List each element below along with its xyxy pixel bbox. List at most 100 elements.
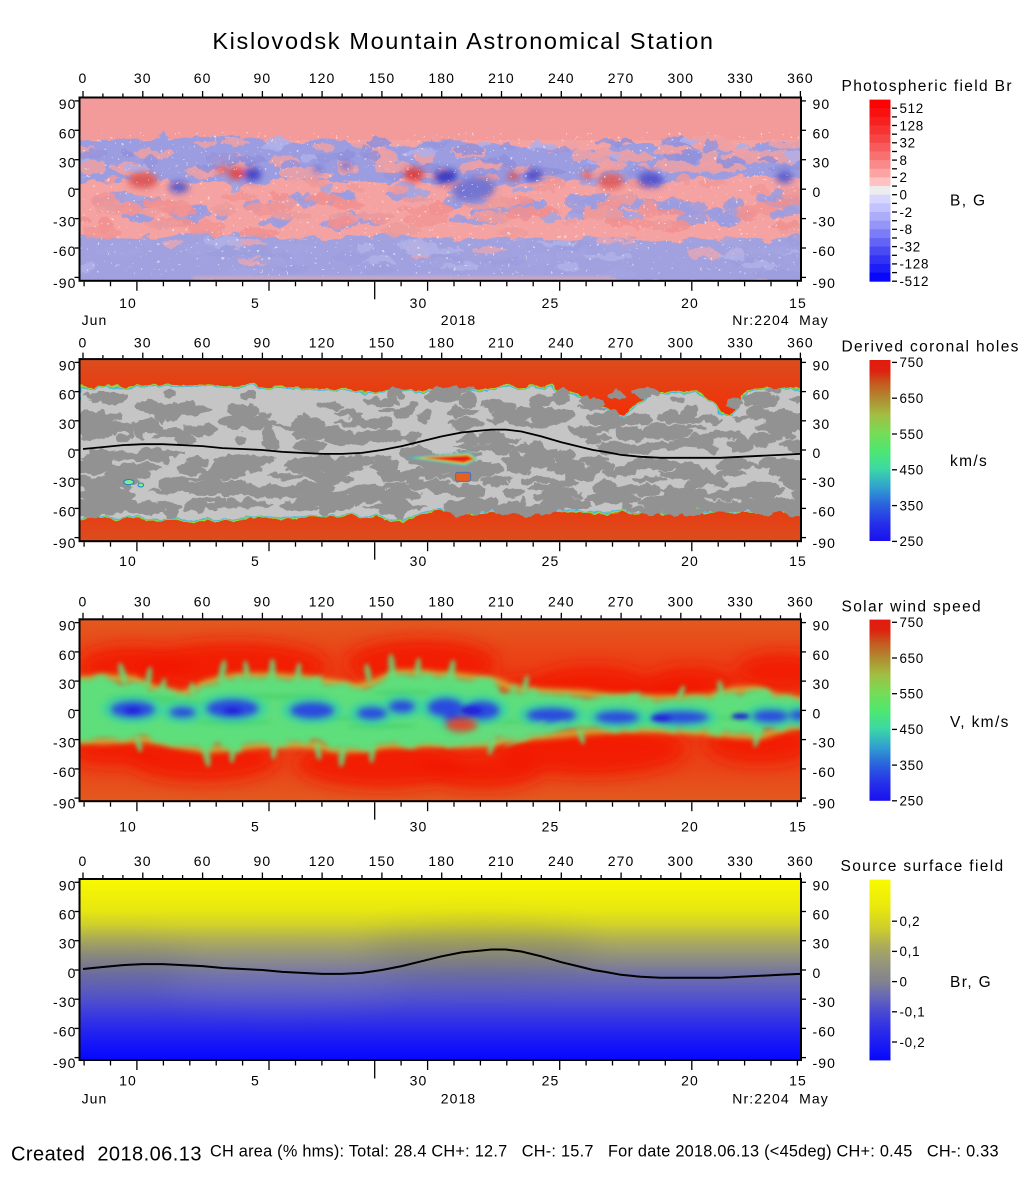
svg-text:0: 0 [68, 184, 77, 200]
svg-text:-60: -60 [53, 764, 77, 780]
svg-text:650: 650 [900, 651, 924, 666]
svg-text:Jun: Jun [82, 312, 108, 328]
svg-text:-60: -60 [813, 243, 837, 259]
svg-text:Kislovodsk Mountain Astronomic: Kislovodsk Mountain Astronomical Station [212, 28, 714, 54]
svg-text:30: 30 [410, 1073, 428, 1089]
svg-text:450: 450 [900, 722, 924, 737]
svg-text:5: 5 [251, 553, 260, 569]
svg-text:330: 330 [727, 70, 754, 86]
svg-text:0: 0 [68, 965, 77, 981]
svg-text:90: 90 [254, 70, 272, 86]
svg-text:120: 120 [309, 853, 336, 869]
svg-text:May: May [799, 1091, 829, 1107]
svg-text:750: 750 [900, 355, 924, 370]
svg-text:15: 15 [789, 819, 807, 835]
svg-text:25: 25 [542, 1073, 560, 1089]
svg-text:350: 350 [900, 758, 924, 773]
svg-text:-30: -30 [813, 214, 837, 230]
svg-text:25: 25 [542, 553, 560, 569]
svg-text:330: 330 [727, 594, 754, 610]
svg-text:Source surface field: Source surface field [841, 858, 1005, 875]
svg-text:300: 300 [667, 70, 694, 86]
svg-text:-60: -60 [813, 764, 837, 780]
svg-text:90: 90 [59, 618, 77, 634]
svg-text:-512: -512 [900, 274, 930, 289]
svg-text:15: 15 [789, 553, 807, 569]
svg-text:5: 5 [251, 1073, 260, 1089]
svg-text:150: 150 [369, 594, 396, 610]
svg-text:0,2: 0,2 [900, 914, 921, 929]
svg-text:10: 10 [119, 1073, 137, 1089]
svg-text:30: 30 [59, 936, 77, 952]
svg-text:90: 90 [59, 357, 77, 373]
svg-text:90: 90 [254, 594, 272, 610]
svg-text:30: 30 [134, 335, 152, 351]
svg-text:270: 270 [608, 594, 635, 610]
svg-text:180: 180 [428, 335, 455, 351]
svg-text:15: 15 [789, 1073, 807, 1089]
svg-text:20: 20 [681, 1073, 699, 1089]
svg-text:150: 150 [369, 853, 396, 869]
svg-text:60: 60 [194, 853, 212, 869]
svg-text:CH area (% hms): Total: 28.4 C: CH area (% hms): Total: 28.4 CH+: 12.7 C… [210, 1142, 999, 1160]
svg-text:-30: -30 [53, 735, 77, 751]
svg-text:-30: -30 [813, 994, 837, 1010]
svg-text:Photospheric field Br: Photospheric field Br [842, 78, 1013, 95]
svg-text:-32: -32 [900, 239, 921, 254]
svg-text:-30: -30 [813, 735, 837, 751]
svg-text:180: 180 [428, 853, 455, 869]
svg-text:60: 60 [59, 647, 77, 663]
svg-text:8: 8 [900, 153, 908, 168]
svg-text:60: 60 [813, 907, 831, 923]
svg-text:0: 0 [813, 184, 822, 200]
svg-text:0: 0 [79, 70, 88, 86]
svg-text:0: 0 [813, 705, 822, 721]
svg-text:120: 120 [309, 70, 336, 86]
svg-text:-90: -90 [53, 275, 77, 291]
svg-text:30: 30 [813, 155, 831, 171]
svg-text:Br, G: Br, G [950, 974, 992, 991]
svg-text:25: 25 [542, 295, 560, 311]
svg-text:150: 150 [369, 70, 396, 86]
svg-text:300: 300 [667, 335, 694, 351]
svg-text:0: 0 [813, 445, 822, 461]
svg-text:May: May [799, 312, 829, 328]
svg-text:-60: -60 [53, 243, 77, 259]
svg-text:20: 20 [681, 819, 699, 835]
svg-text:360: 360 [787, 335, 814, 351]
svg-text:30: 30 [813, 676, 831, 692]
svg-text:-90: -90 [53, 796, 77, 812]
svg-text:210: 210 [488, 853, 515, 869]
svg-text:10: 10 [119, 819, 137, 835]
svg-text:270: 270 [608, 70, 635, 86]
svg-text:-60: -60 [53, 503, 77, 519]
svg-text:360: 360 [787, 594, 814, 610]
svg-text:-8: -8 [900, 222, 913, 237]
svg-text:-60: -60 [813, 1023, 837, 1039]
svg-text:240: 240 [548, 70, 575, 86]
svg-text:10: 10 [119, 553, 137, 569]
svg-text:30: 30 [813, 936, 831, 952]
svg-text:-30: -30 [53, 474, 77, 490]
svg-text:240: 240 [548, 594, 575, 610]
svg-text:240: 240 [548, 853, 575, 869]
svg-text:5: 5 [251, 295, 260, 311]
svg-text:120: 120 [309, 594, 336, 610]
svg-text:360: 360 [787, 70, 814, 86]
svg-text:180: 180 [428, 594, 455, 610]
svg-text:Nr:2204: Nr:2204 [732, 312, 790, 328]
svg-text:-30: -30 [53, 214, 77, 230]
svg-text:0: 0 [79, 335, 88, 351]
svg-text:210: 210 [488, 594, 515, 610]
svg-text:-90: -90 [813, 1055, 837, 1071]
svg-text:180: 180 [428, 70, 455, 86]
svg-text:330: 330 [727, 853, 754, 869]
svg-text:60: 60 [813, 125, 831, 141]
svg-text:0: 0 [813, 965, 822, 981]
svg-text:0: 0 [79, 594, 88, 610]
svg-text:B, G: B, G [950, 192, 986, 209]
svg-text:-60: -60 [813, 503, 837, 519]
svg-text:550: 550 [900, 427, 924, 442]
svg-text:120: 120 [309, 335, 336, 351]
svg-text:60: 60 [59, 125, 77, 141]
